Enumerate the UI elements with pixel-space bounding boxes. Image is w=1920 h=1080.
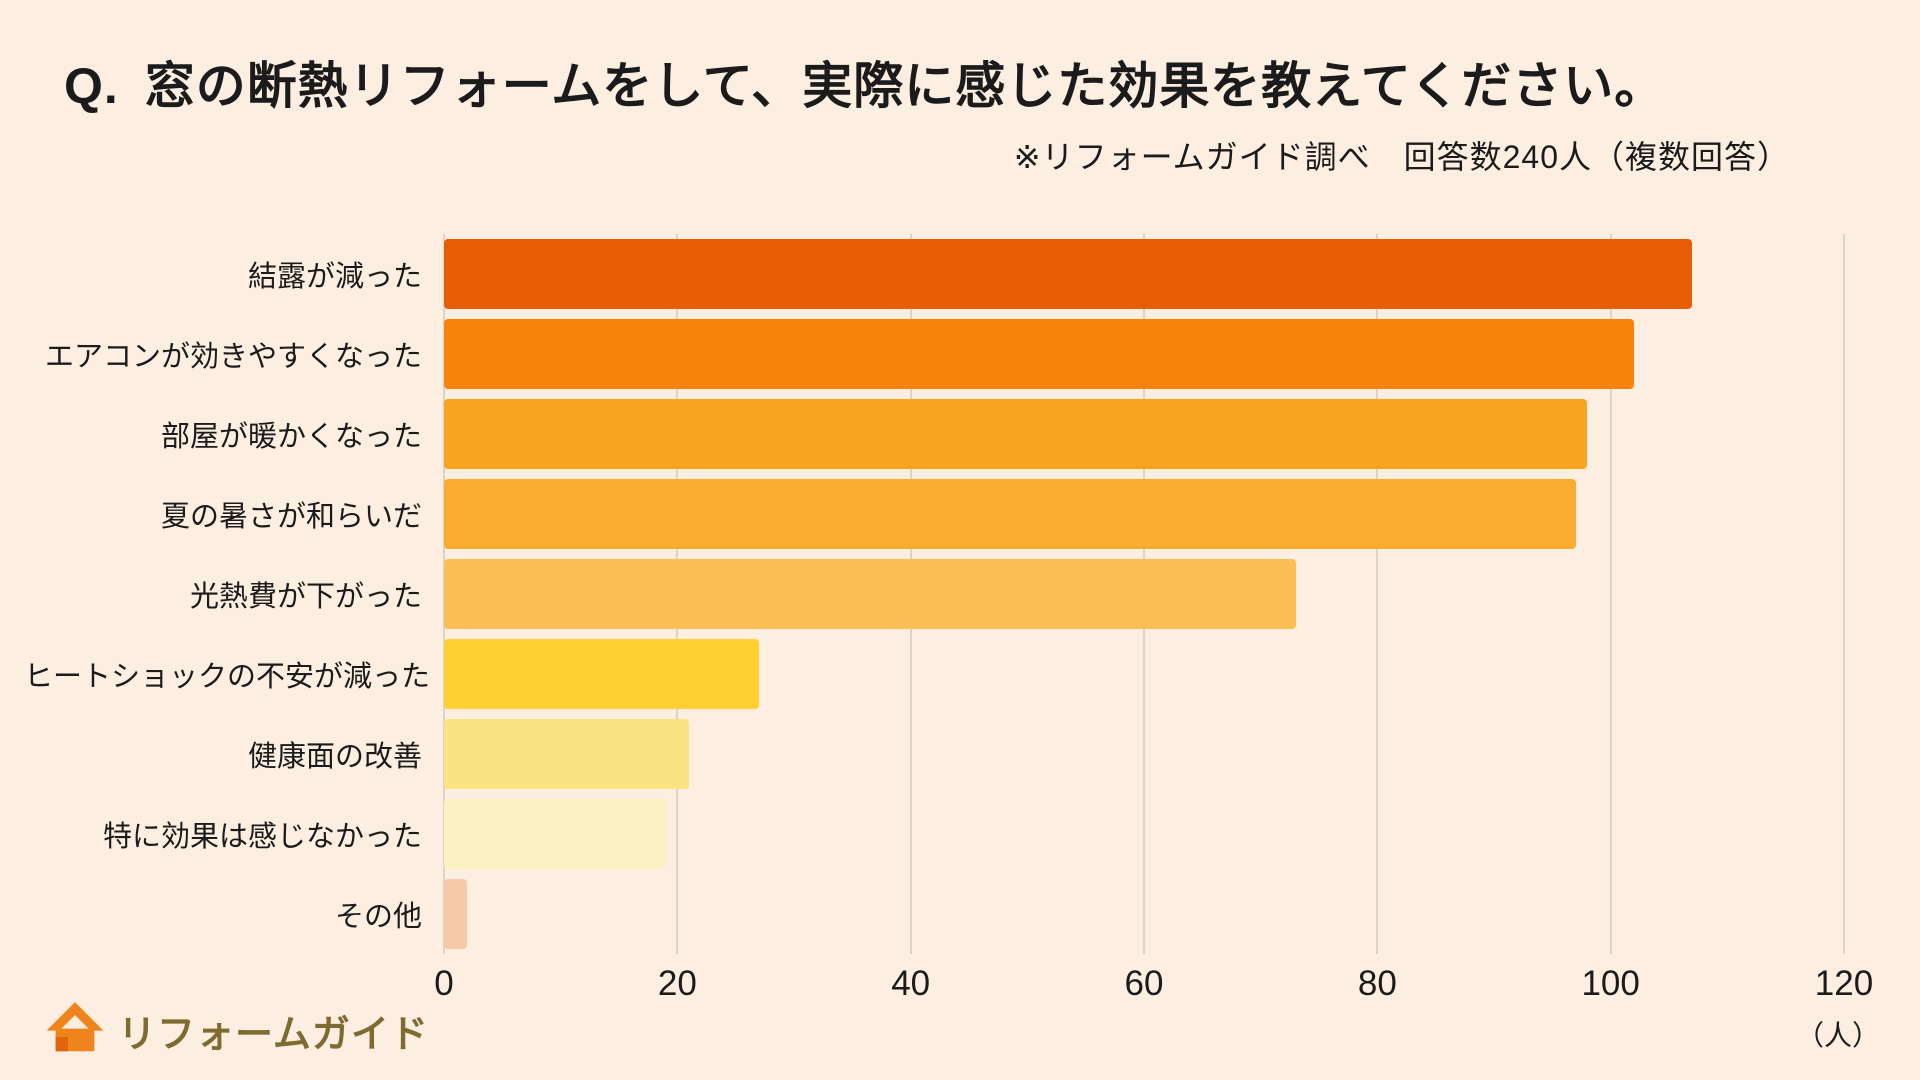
bar-chart: 結露が減ったエアコンが効きやすくなった部屋が暖かくなった 夏の暑さが和らいだ光熱費…: [24, 234, 1880, 1064]
bar: [444, 719, 689, 789]
bar-row: エアコンが効きやすくなった: [24, 314, 1844, 394]
gridline: [1376, 234, 1379, 954]
x-tick-label: 80: [1357, 964, 1397, 1003]
bar: [444, 639, 759, 709]
category-label: ヒートショックの不安が減った: [24, 661, 431, 693]
bar-track: [444, 639, 1844, 709]
bar: [444, 879, 468, 949]
bar-track: [444, 319, 1844, 389]
bar-row: 結露が減った: [24, 234, 1844, 314]
bar: [444, 479, 1576, 549]
x-axis: （人） 0 20 40 60 80 100 120: [434, 954, 1880, 1064]
bar-track: [444, 799, 1844, 869]
bar-row: 健康面の改善: [24, 714, 1844, 794]
bar-row: 夏の暑さが和らいだ: [24, 474, 1844, 554]
plot-area: 結露が減ったエアコンが効きやすくなった部屋が暖かくなった 夏の暑さが和らいだ光熱費…: [24, 234, 1845, 954]
bar-track: [444, 719, 1844, 789]
x-tick-label: 60: [1124, 964, 1164, 1003]
bar-rows: 結露が減ったエアコンが効きやすくなった部屋が暖かくなった 夏の暑さが和らいだ光熱費…: [24, 234, 1844, 954]
bar-track: [444, 559, 1844, 629]
gridline: [1609, 234, 1612, 954]
category-label: 夏の暑さが和らいだ: [160, 501, 422, 533]
bar-row: 光熱費が下がった: [24, 554, 1844, 634]
bar: [444, 239, 1693, 309]
x-tick-label: 120: [1814, 964, 1874, 1003]
bar-row: 特に効果は感じなかった: [24, 794, 1844, 874]
category-label: 光熱費が下がった: [189, 581, 422, 613]
brand-logo-text: リフォームガイド: [118, 1014, 429, 1056]
bar-track: [444, 879, 1844, 949]
bar: [444, 559, 1296, 629]
axis-unit-label: （人）: [1796, 1020, 1881, 1051]
bar-row: その他: [24, 874, 1844, 954]
bar-row: ヒートショックの不安が減った: [24, 634, 1844, 714]
category-label: 部屋が暖かくなった: [160, 421, 422, 453]
x-tick-label: 100: [1581, 964, 1640, 1003]
bar-track: [444, 479, 1844, 549]
gridline: [1843, 234, 1845, 954]
x-tick-label: 40: [891, 964, 931, 1003]
bar-track: [444, 399, 1844, 469]
chart-source-note: ※リフォームガイド調べ 回答数240人（複数回答）: [1013, 139, 1790, 175]
x-tick-label: 0: [434, 964, 454, 1003]
category-label: 特に効果は感じなかった: [102, 821, 422, 853]
category-label: 健康面の改善: [247, 741, 422, 773]
question-prefix: Q.: [64, 58, 119, 114]
bar-track: [444, 239, 1844, 309]
category-label: その他: [334, 901, 422, 933]
category-label: 結露が減った: [247, 261, 422, 293]
page-title-row: Q. 窓の断熱リフォームをして、実際に感じた効果を教えてください。: [0, 0, 1920, 118]
category-label: エアコンが効きやすくなった: [44, 341, 422, 373]
bar: [444, 319, 1634, 389]
page-title: 窓の断熱リフォームをして、実際に感じた効果を教えてください。: [144, 58, 1666, 114]
brand-logo: リフォームガイド: [44, 997, 429, 1064]
bar-row: 部屋が暖かくなった: [24, 394, 1844, 474]
x-tick-label: 20: [657, 964, 697, 1003]
bar: [444, 799, 666, 869]
house-icon: [44, 997, 106, 1064]
bar: [444, 399, 1588, 469]
